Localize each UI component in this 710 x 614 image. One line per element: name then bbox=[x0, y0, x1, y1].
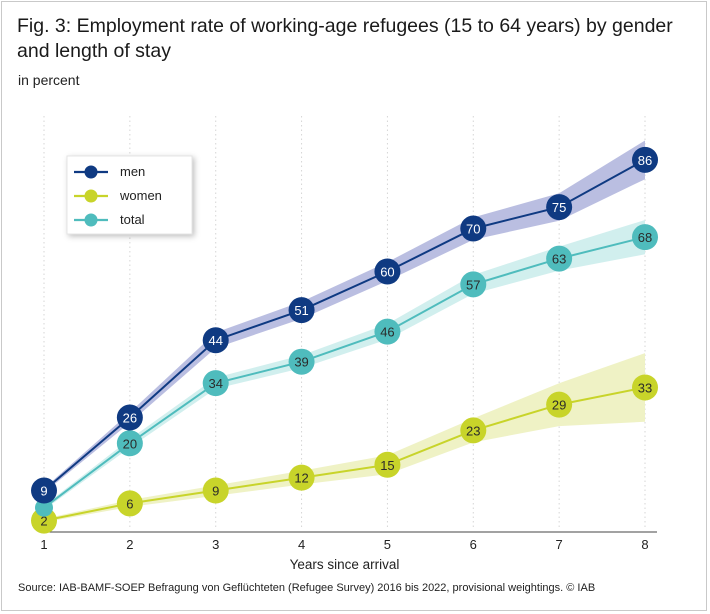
label-women-8: 33 bbox=[638, 380, 652, 395]
label-men-5: 60 bbox=[380, 265, 394, 280]
marker-women-2 bbox=[116, 490, 143, 517]
x-tick-5: 5 bbox=[384, 537, 391, 552]
label-men-8: 86 bbox=[638, 153, 652, 168]
label-total-5: 46 bbox=[380, 325, 394, 340]
x-tick-7: 7 bbox=[556, 537, 563, 552]
label-women-5: 15 bbox=[380, 458, 394, 473]
data-markers: 2691215232933203439465763689264451607075… bbox=[31, 146, 658, 534]
label-total-8: 68 bbox=[638, 230, 652, 245]
x-tick-2: 2 bbox=[126, 537, 133, 552]
marker-men-7 bbox=[546, 194, 573, 221]
marker-women-4 bbox=[288, 464, 315, 491]
chart-title: Fig. 3: Employment rate of working-age r… bbox=[17, 15, 673, 62]
marker-total-6 bbox=[460, 271, 487, 298]
marker-women-3 bbox=[202, 477, 229, 504]
marker-men-1 bbox=[31, 477, 57, 504]
marker-men-5 bbox=[374, 258, 401, 285]
marker-women-8 bbox=[632, 374, 658, 401]
legend-item-men: men bbox=[74, 164, 145, 179]
label-women-3: 9 bbox=[212, 484, 219, 499]
marker-men-3 bbox=[202, 327, 229, 354]
marker-women-6 bbox=[460, 417, 487, 444]
marker-women-7 bbox=[546, 391, 573, 418]
label-men-4: 51 bbox=[294, 303, 308, 318]
marker-total-1 bbox=[35, 498, 53, 517]
legend: men women total bbox=[66, 155, 193, 235]
label-men-6: 70 bbox=[466, 222, 480, 237]
band-total bbox=[44, 220, 645, 510]
marker-men-4 bbox=[288, 297, 315, 324]
x-tick-8: 8 bbox=[641, 537, 648, 552]
label-women-4: 12 bbox=[294, 471, 308, 486]
x-axis-title: Years since arrival bbox=[290, 557, 400, 572]
line-women bbox=[43, 386, 646, 522]
line-total bbox=[43, 236, 646, 509]
label-women-2: 6 bbox=[126, 496, 133, 511]
label-men-3: 44 bbox=[208, 333, 222, 348]
chart-subtitle: in percent bbox=[18, 72, 80, 88]
marker-women-1 bbox=[31, 507, 57, 534]
x-tick-4: 4 bbox=[298, 537, 305, 552]
label-men-2: 26 bbox=[123, 411, 137, 426]
band-men bbox=[44, 140, 645, 493]
x-tick-1: 1 bbox=[40, 537, 47, 552]
legend-total-marker bbox=[84, 213, 98, 227]
label-total-6: 57 bbox=[466, 277, 480, 292]
label-women-6: 23 bbox=[466, 423, 480, 438]
marker-women-5 bbox=[374, 451, 401, 478]
x-tick-labels: 1 2 3 4 5 6 7 8 bbox=[40, 537, 648, 552]
label-total-3: 34 bbox=[208, 376, 222, 391]
legend-item-total: total bbox=[74, 212, 145, 227]
label-women-7: 29 bbox=[552, 398, 566, 413]
label-total-4: 39 bbox=[294, 355, 308, 370]
marker-total-3 bbox=[202, 370, 229, 397]
marker-total-2 bbox=[116, 430, 143, 457]
legend-women-label: women bbox=[119, 188, 162, 203]
legend-men-marker bbox=[84, 165, 98, 179]
label-total-7: 63 bbox=[552, 252, 566, 267]
label-women-1: 2 bbox=[40, 514, 47, 529]
source-note: Source: IAB-BAMF-SOEP Befragung von Gefl… bbox=[18, 582, 596, 594]
marker-total-5 bbox=[374, 318, 401, 345]
marker-total-4 bbox=[288, 348, 315, 375]
x-tick-3: 3 bbox=[212, 537, 219, 552]
marker-men-8 bbox=[632, 146, 658, 173]
series-lines bbox=[43, 158, 646, 522]
label-men-7: 75 bbox=[552, 200, 566, 215]
legend-item-women: women bbox=[74, 188, 162, 203]
marker-total-7 bbox=[546, 245, 573, 272]
x-tick-6: 6 bbox=[470, 537, 477, 552]
label-men-1: 9 bbox=[40, 484, 47, 499]
legend-total-label: total bbox=[120, 212, 145, 227]
line-men bbox=[43, 158, 646, 492]
marker-men-2 bbox=[116, 404, 143, 431]
legend-women-marker bbox=[84, 189, 98, 203]
legend-men-label: men bbox=[120, 164, 145, 179]
marker-total-8 bbox=[632, 224, 658, 251]
label-total-2: 20 bbox=[123, 436, 137, 451]
confidence-bands bbox=[44, 140, 645, 523]
marker-men-6 bbox=[460, 215, 487, 242]
